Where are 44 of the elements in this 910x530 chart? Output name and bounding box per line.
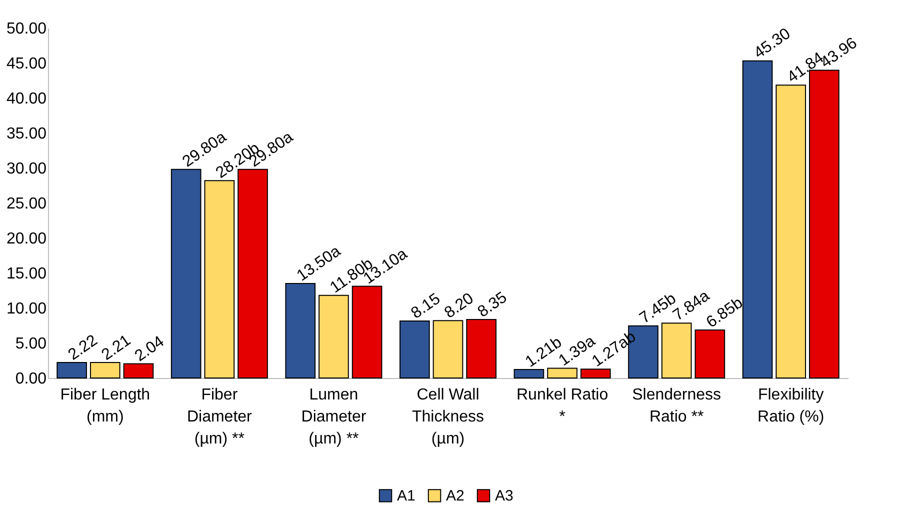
data-label: 8.35 [474, 289, 510, 321]
y-tick-label: 40.00 [6, 90, 47, 108]
bar [318, 294, 349, 378]
x-tick-label: Flexibility Ratio (%) [758, 386, 824, 426]
x-tick-label: Slenderness Ratio ** [632, 386, 722, 426]
x-tick-label: Fiber Diameter (µm) ** [186, 386, 253, 448]
data-label: 2.22 [65, 332, 101, 364]
bar [285, 283, 316, 378]
bar [400, 320, 430, 378]
x-tick-label: Lumen Diameter (µm) ** [301, 386, 367, 448]
x-tick-label: Fiber Length (mm) [60, 386, 150, 426]
bar [170, 168, 202, 378]
data-label: 8.15 [408, 290, 444, 322]
data-label: 2.04 [132, 333, 168, 366]
bar [123, 363, 154, 378]
bar [432, 320, 464, 378]
y-tick-label: 15.00 [6, 266, 47, 282]
bar [547, 368, 578, 378]
y-tick-label: 50.00 [6, 20, 47, 38]
y-tick-label: 5.00 [15, 336, 47, 352]
bar [90, 362, 120, 378]
y-tick-label: 20.00 [6, 230, 47, 248]
x-tick-label: Cell Wall Thickness (µm) [412, 386, 484, 448]
x-tick-label: Runkel Ratio * [516, 386, 608, 426]
bar [742, 60, 773, 378]
bar [776, 84, 806, 378]
y-tick-label: 35.00 [6, 126, 47, 142]
legend-label: A2 [446, 488, 464, 505]
bar [514, 369, 544, 378]
y-tick-label: 25.00 [6, 196, 47, 212]
y-tick-label: 0.00 [15, 370, 47, 388]
legend-label: A1 [397, 488, 416, 505]
bar [661, 322, 692, 378]
bar [694, 330, 726, 378]
y-tick-label: 10.00 [6, 300, 47, 318]
y-tick-label: 45.00 [6, 56, 47, 72]
y-tick-label: 30.00 [6, 160, 47, 178]
bar [56, 362, 87, 378]
bar [580, 368, 611, 378]
bar [466, 319, 496, 378]
data-label: 8.20 [442, 290, 477, 322]
bar [204, 180, 235, 378]
data-label: 2.21 [98, 332, 134, 364]
legend-label: A3 [495, 488, 514, 505]
